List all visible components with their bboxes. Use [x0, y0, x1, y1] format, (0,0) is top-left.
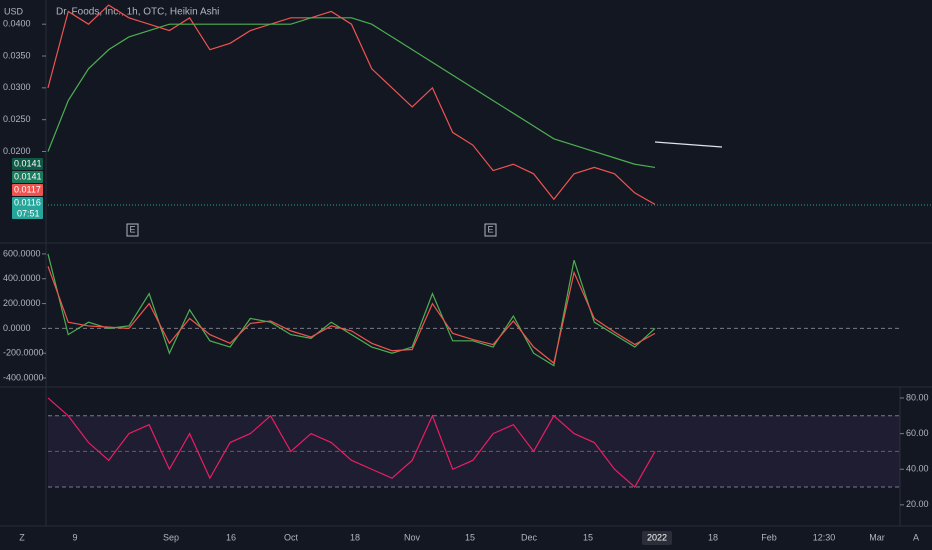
earnings-badge[interactable] [484, 223, 497, 237]
y-tick-label: 0.0350 [3, 50, 31, 60]
chart-title: Dr. Foods, Inc., 1h, OTC, Heikin Ashi [56, 7, 219, 18]
series-line [47, 4, 656, 205]
y-tick-label: 60.00 [906, 428, 929, 438]
price-tag-label: 0.0117 [14, 184, 41, 194]
current-date-badge [642, 531, 672, 545]
countdown: 07:51 [17, 208, 40, 218]
y-tick-label: 0.0000 [3, 323, 31, 333]
earnings-marker[interactable]: E [487, 224, 493, 234]
y-tick-label: 80.00 [906, 392, 929, 402]
price-tag [12, 171, 43, 183]
price-tag [12, 197, 43, 219]
y-tick-label: 40.00 [906, 464, 929, 474]
x-tick-label: 15 [465, 532, 475, 542]
x-tick-label: 16 [226, 532, 236, 542]
y-tick-label: 400.0000 [3, 273, 41, 283]
x-tick-label: 18 [708, 532, 718, 542]
trend-line [654, 141, 723, 148]
price-tag-label: 0.0116 [14, 197, 41, 207]
y-tick-label: 0.0250 [3, 114, 31, 124]
series-line [47, 397, 656, 488]
y-tick-label: 0.0400 [3, 19, 31, 29]
currency: USD [4, 6, 24, 16]
series-line [47, 17, 656, 169]
scale-button[interactable]: Z [19, 532, 25, 542]
price-tag-label: 0.0141 [14, 171, 42, 181]
x-tick-label: Nov [404, 532, 421, 542]
scale-button[interactable]: A [913, 532, 919, 542]
x-tick-label: 12:30 [813, 532, 836, 542]
series-line [47, 253, 656, 367]
x-tick-label: 2022 [647, 532, 667, 542]
x-tick-label: Dec [521, 532, 538, 542]
price-tag [12, 184, 43, 196]
series-line [47, 266, 656, 365]
x-tick-label: Oct [284, 532, 299, 542]
x-tick-label: 18 [350, 532, 360, 542]
price-tag-label: 0.0141 [14, 158, 42, 168]
price-tag [12, 158, 43, 170]
y-tick-label: 0.0200 [3, 146, 31, 156]
x-tick-label: Sep [163, 532, 179, 542]
y-tick-label: -200.0000 [3, 348, 44, 358]
y-tick-label: 20.00 [906, 499, 929, 509]
y-tick-label: 600.0000 [3, 248, 41, 258]
x-tick-label: 15 [583, 532, 593, 542]
y-tick-label: 0.0300 [3, 82, 31, 92]
y-tick-label: 200.0000 [3, 298, 41, 308]
x-tick-label: Mar [869, 532, 885, 542]
earnings-marker[interactable]: E [129, 224, 135, 234]
y-tick-label: -400.0000 [3, 372, 44, 382]
x-tick-label: Feb [761, 532, 777, 542]
x-tick-label: 9 [72, 532, 77, 542]
earnings-badge[interactable] [126, 223, 139, 237]
